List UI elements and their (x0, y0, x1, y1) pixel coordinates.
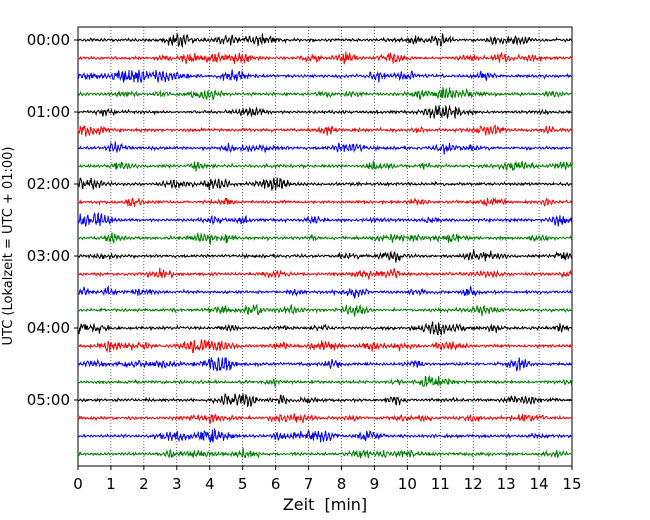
seismogram-trace (77, 231, 573, 246)
y-axis-title: UTC (Lokalzeit = UTC + 01:00) (1, 147, 16, 346)
x-axis-ticks: 0 1 2 3 4 5 6 7 8 9 10 11 12 13 14 15 (73, 466, 582, 493)
x-tick-label: 9 (370, 475, 380, 493)
seismogram-trace (78, 160, 573, 172)
seismogram-trace (77, 33, 572, 49)
x-tick-label: 10 (398, 475, 417, 493)
x-tick-label: 15 (562, 475, 581, 493)
seismogram-trace (77, 392, 573, 408)
seismogram-trace (77, 177, 573, 191)
x-tick-label: 6 (271, 475, 281, 493)
x-tick-label: 11 (431, 475, 450, 493)
seismogram-traces (77, 33, 573, 459)
seismogram-trace (77, 284, 573, 299)
seismogram-trace (77, 427, 573, 443)
seismogram-trace (77, 197, 573, 207)
seismogram-trace (77, 303, 573, 317)
seismogram-trace (77, 357, 573, 372)
x-tick-label: 5 (238, 475, 248, 493)
x-tick-label: 1 (106, 475, 116, 493)
seismogram-trace (77, 211, 573, 227)
y-tick-label: 02:00 (27, 175, 70, 193)
seismogram-trace (77, 413, 573, 424)
y-tick-label: 04:00 (27, 319, 70, 337)
x-tick-label: 2 (139, 475, 149, 493)
seismogram-trace (77, 141, 573, 155)
seismogram-trace (77, 447, 573, 459)
seismogram-trace (77, 249, 573, 263)
y-axis-ticks: 00:00 01:00 02:00 03:00 04:00 05:00 (27, 31, 78, 409)
seismogram-trace (77, 86, 573, 101)
seismogram-trace (77, 374, 573, 388)
plot-frame (77, 26, 573, 467)
x-tick-label: 4 (205, 475, 215, 493)
x-tick-label: 7 (304, 475, 314, 493)
seismogram-trace (77, 69, 573, 83)
y-tick-label: 03:00 (27, 247, 70, 265)
seismogram-trace (78, 267, 573, 280)
seismogram-trace (77, 339, 573, 354)
x-tick-label: 14 (530, 475, 549, 493)
seismogram-trace (77, 321, 573, 336)
x-tick-label: 13 (497, 475, 516, 493)
y-tick-label: 05:00 (27, 391, 70, 409)
y-tick-label: 00:00 (27, 31, 70, 49)
x-tick-label: 3 (172, 475, 182, 493)
seismogram-trace (77, 51, 573, 65)
grid-lines (110, 27, 540, 466)
seismogram-trace (77, 104, 573, 120)
x-tick-label: 12 (464, 475, 483, 493)
x-tick-label: 0 (73, 475, 83, 493)
y-tick-label: 01:00 (27, 103, 70, 121)
x-tick-label: 8 (337, 475, 347, 493)
x-axis-title: Zeit [min] (283, 495, 367, 514)
seismogram-trace (77, 124, 573, 137)
